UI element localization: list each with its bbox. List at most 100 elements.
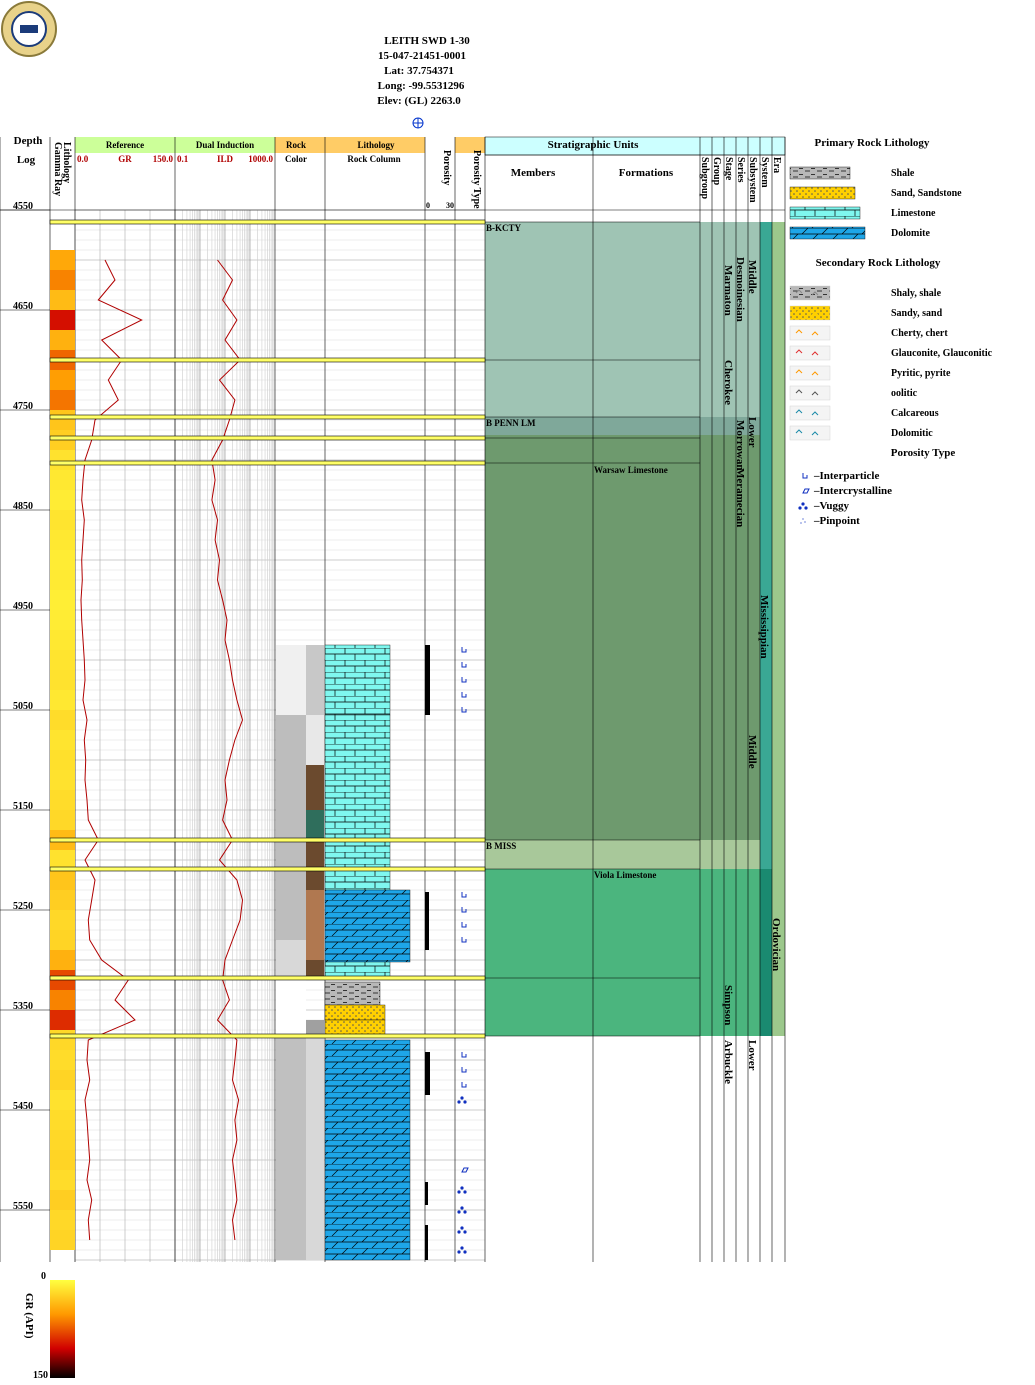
legend-swatch: [789, 425, 831, 441]
legend-item: Sandy, sand: [891, 308, 943, 319]
depth-label: 5450: [13, 1101, 33, 1112]
glyph: [457, 1230, 461, 1234]
glyph: [461, 707, 467, 713]
rock-color: [276, 715, 306, 940]
rock-color: [306, 765, 324, 810]
lithology: [324, 981, 381, 1006]
legend-item: Sand, Sandstone: [891, 188, 962, 199]
gamma-strip: [50, 570, 75, 590]
col-title: Porosity: [441, 150, 452, 185]
gamma-strip: [50, 510, 75, 530]
col-title: Lithology: [61, 142, 72, 183]
scale-name: GR: [118, 154, 132, 164]
porosity-type: [457, 1206, 467, 1214]
glyph: [463, 1210, 467, 1214]
depth-label: 4550: [13, 201, 33, 212]
lithology: [324, 839, 391, 891]
gamma-strip: [50, 1030, 75, 1050]
depth-label: 5550: [13, 1201, 33, 1212]
legend-item: oolitic: [891, 388, 918, 399]
col-title: Subgroup: [699, 157, 710, 200]
hdr-bg: [175, 137, 275, 153]
col-title: Group: [711, 157, 722, 186]
gamma-strip: [50, 270, 75, 290]
top-line: [49, 357, 486, 363]
gamma-strip: [50, 1090, 75, 1110]
porosity-type: [457, 1226, 467, 1234]
gamma-strip: [50, 930, 75, 950]
col-title: Subsystem: [747, 157, 758, 203]
legend-glyph: [798, 502, 808, 510]
well-symbol: [412, 117, 424, 129]
strat-unit: Simpson: [722, 985, 734, 1025]
scale-name: ILD: [217, 154, 234, 164]
gamma-strip: [50, 1130, 75, 1150]
legend-title: Porosity Type: [891, 447, 956, 459]
gamma-strip: [50, 810, 75, 830]
gamma-strip: [50, 1170, 75, 1190]
strat-unit: Meramecian: [734, 468, 746, 527]
legend-swatch: [789, 186, 856, 200]
col-title: Porosity Type: [471, 150, 482, 209]
glyph: [461, 937, 467, 943]
legend-item: Calcareous: [891, 408, 939, 419]
glyph: [457, 1100, 461, 1104]
rock-color: [276, 645, 306, 715]
lithology: [324, 1004, 386, 1021]
col-title: Series: [735, 157, 746, 183]
lithology: [324, 714, 391, 841]
col-title: System: [759, 157, 770, 188]
gamma-strip: [50, 530, 75, 550]
strat-unit: Morrowan: [734, 420, 746, 471]
glyph: [798, 506, 802, 510]
legend-swatch-mark: [795, 389, 819, 396]
legend-swatch-mark: [795, 329, 819, 336]
header: LEITH SWD 1-30 15-047-21451-0001 Lat: 37…: [377, 35, 470, 129]
colorbar-label: GR (API): [23, 1293, 35, 1339]
legend-glyph: [802, 473, 808, 479]
legend-swatch-mark: [795, 369, 819, 376]
col-title: Formations: [619, 167, 674, 179]
gamma-strip: [50, 250, 75, 270]
rock-color: [306, 840, 324, 890]
legend-item: –Interparticle: [813, 470, 879, 482]
formation-label: Warsaw Limestone: [594, 465, 668, 475]
rock-color: [306, 960, 324, 978]
glyph: [463, 1250, 467, 1254]
rock-color: [306, 890, 324, 960]
depth-label: 5350: [13, 1001, 33, 1012]
legend-swatch: [789, 385, 831, 401]
gamma-strip: [50, 1110, 75, 1130]
gamma-strip: [50, 390, 75, 410]
porosity-type: [461, 937, 467, 943]
gamma-strip: [50, 850, 75, 870]
glyph: [461, 1067, 467, 1073]
col-title: Log: [17, 154, 36, 166]
glyph: [461, 1167, 469, 1173]
legend-item: Cherty, chert: [891, 328, 948, 339]
legend-glyph: [802, 488, 810, 494]
rock-color: [276, 978, 306, 1036]
legend-swatch: [789, 345, 831, 361]
gamma-strip: [50, 1230, 75, 1250]
col-title: Members: [511, 167, 556, 179]
colorbar: GR (API) 0 150: [23, 1271, 75, 1381]
col-title: Gamma Ray: [52, 142, 63, 196]
lat: Lat: 37.754371: [384, 65, 454, 77]
strat-unit: Middle: [746, 260, 758, 294]
porosity-type: [461, 1167, 469, 1173]
hdr-bg: [325, 137, 425, 153]
legend-swatch-mark: [795, 289, 819, 296]
system-band: [760, 222, 772, 869]
porosity-type: [461, 1067, 467, 1073]
era-band: [772, 222, 785, 1036]
porosity-bar: [425, 892, 429, 950]
legend-swatch: [789, 285, 831, 301]
gamma-strip: [50, 310, 75, 330]
glyph: [802, 488, 810, 494]
col-title: Reference: [106, 140, 144, 150]
api: 15-047-21451-0001: [378, 50, 466, 62]
strat-unit: Arbuckle: [722, 1040, 734, 1084]
top-line: [49, 219, 486, 225]
strat-unit: Marmaton: [722, 265, 734, 316]
